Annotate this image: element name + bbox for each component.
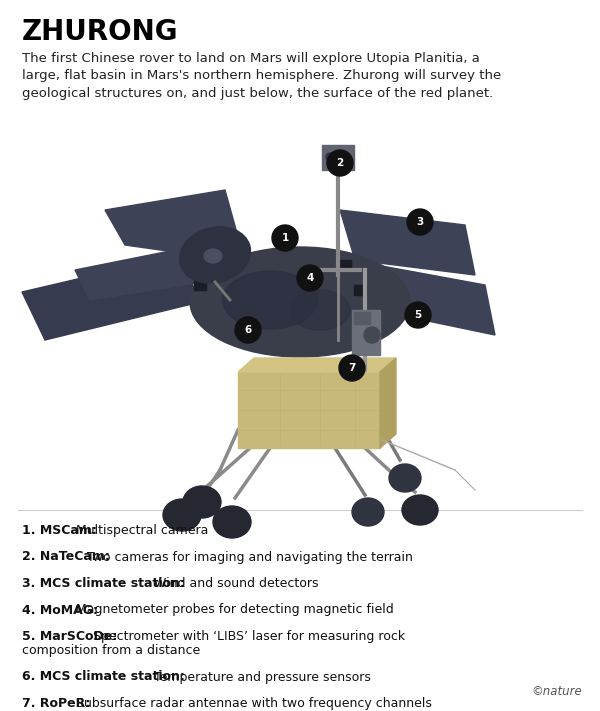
Text: composition from a distance: composition from a distance: [22, 644, 200, 657]
Text: 6: 6: [244, 325, 251, 335]
Text: 5. MarSCoDe:: 5. MarSCoDe:: [22, 630, 117, 643]
Text: 1. MSCam:: 1. MSCam:: [22, 524, 97, 537]
Bar: [204, 260, 216, 270]
Text: Temperature and pressure sensors: Temperature and pressure sensors: [149, 670, 371, 683]
Bar: [194, 280, 206, 290]
Text: Subsurface radar antennae with two frequency channels: Subsurface radar antennae with two frequ…: [72, 697, 432, 710]
Polygon shape: [22, 255, 200, 340]
Text: 3. MCS climate station:: 3. MCS climate station:: [22, 577, 185, 590]
Text: 5: 5: [415, 310, 422, 320]
Ellipse shape: [341, 153, 349, 161]
Ellipse shape: [163, 499, 201, 531]
Text: Magnetometer probes for detecting magnetic field: Magnetometer probes for detecting magnet…: [72, 604, 394, 616]
Text: 4. MoMAG:: 4. MoMAG:: [22, 604, 98, 616]
Polygon shape: [238, 372, 380, 448]
Circle shape: [327, 150, 353, 176]
Text: ZHURONG: ZHURONG: [22, 18, 179, 46]
Text: 7: 7: [349, 363, 356, 373]
Text: Multispectral camera: Multispectral camera: [72, 524, 208, 537]
Circle shape: [235, 317, 261, 343]
Bar: [352, 310, 380, 355]
Ellipse shape: [352, 498, 384, 526]
Polygon shape: [380, 358, 396, 448]
Circle shape: [407, 209, 433, 235]
Text: Wind and sound detectors: Wind and sound detectors: [149, 577, 318, 590]
Text: 7. RoPeR:: 7. RoPeR:: [22, 697, 90, 710]
Ellipse shape: [364, 327, 380, 343]
Text: 4: 4: [307, 273, 314, 283]
Bar: [339, 260, 351, 270]
Bar: [322, 145, 354, 170]
Text: Two cameras for imaging and navigating the terrain: Two cameras for imaging and navigating t…: [83, 550, 413, 564]
Text: ©nature: ©nature: [531, 685, 582, 698]
Text: 2. NaTeCam:: 2. NaTeCam:: [22, 550, 110, 564]
Circle shape: [297, 265, 323, 291]
Polygon shape: [360, 262, 495, 335]
Ellipse shape: [204, 249, 222, 263]
Bar: [354, 312, 370, 324]
Ellipse shape: [389, 464, 421, 492]
Polygon shape: [75, 245, 215, 300]
Ellipse shape: [213, 506, 251, 538]
Polygon shape: [105, 190, 245, 262]
Text: 1: 1: [281, 233, 289, 243]
Text: 3: 3: [416, 217, 424, 227]
Circle shape: [339, 355, 365, 381]
Ellipse shape: [179, 227, 250, 283]
Bar: [354, 285, 366, 295]
Ellipse shape: [183, 486, 221, 518]
Ellipse shape: [290, 290, 350, 330]
Ellipse shape: [402, 495, 438, 525]
Circle shape: [405, 302, 431, 328]
Ellipse shape: [223, 271, 317, 329]
Text: 6. MCS climate station:: 6. MCS climate station:: [22, 670, 185, 683]
Text: The first Chinese rover to land on Mars will explore Utopia Planitia, a
large, f: The first Chinese rover to land on Mars …: [22, 52, 501, 100]
Ellipse shape: [326, 153, 334, 161]
Polygon shape: [238, 358, 396, 372]
Text: 2: 2: [337, 158, 344, 168]
Circle shape: [272, 225, 298, 251]
Polygon shape: [340, 210, 475, 275]
Text: Spectrometer with ‘LIBS’ laser for measuring rock: Spectrometer with ‘LIBS’ laser for measu…: [89, 630, 405, 643]
Ellipse shape: [190, 247, 410, 357]
